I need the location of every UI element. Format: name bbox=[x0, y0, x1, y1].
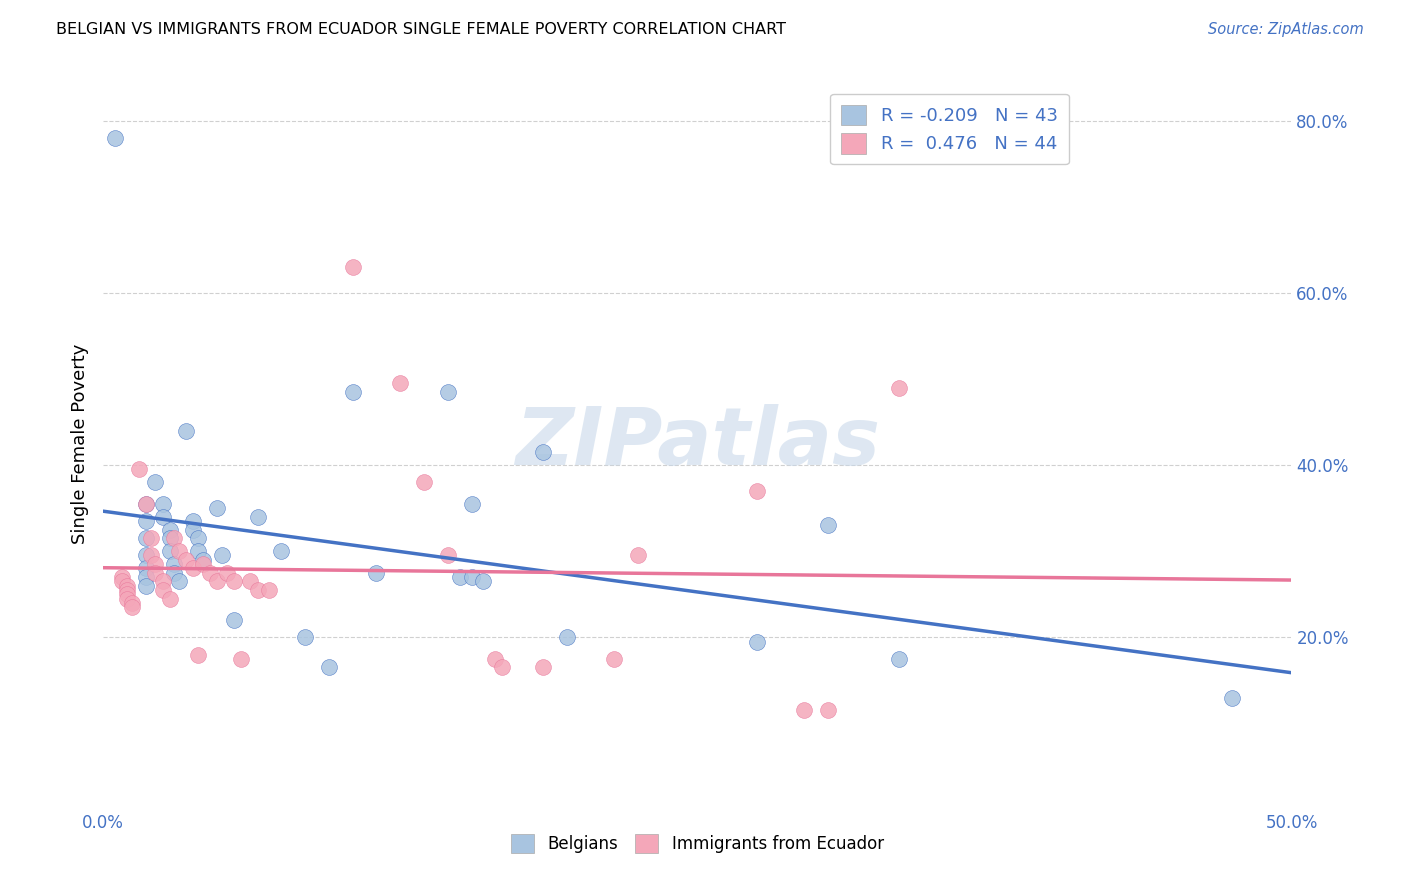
Point bbox=[104, 130, 127, 145]
Point bbox=[229, 652, 252, 666]
Point bbox=[460, 497, 482, 511]
Point bbox=[198, 566, 221, 580]
Point bbox=[817, 518, 839, 533]
Point bbox=[484, 652, 506, 666]
Point bbox=[159, 591, 181, 606]
Point bbox=[163, 531, 186, 545]
Point bbox=[205, 574, 228, 589]
Point bbox=[135, 497, 157, 511]
Point bbox=[603, 652, 626, 666]
Y-axis label: Single Female Poverty: Single Female Poverty bbox=[72, 343, 89, 544]
Point bbox=[135, 579, 157, 593]
Point bbox=[889, 652, 911, 666]
Point bbox=[183, 561, 205, 575]
Point bbox=[793, 704, 815, 718]
Point bbox=[152, 574, 174, 589]
Point bbox=[111, 570, 134, 584]
Point bbox=[139, 549, 162, 563]
Point bbox=[531, 445, 554, 459]
Text: ZIPatlas: ZIPatlas bbox=[515, 404, 880, 483]
Point bbox=[111, 574, 134, 589]
Point bbox=[163, 557, 186, 571]
Point bbox=[817, 704, 839, 718]
Point bbox=[745, 483, 768, 498]
Point bbox=[342, 384, 364, 399]
Point bbox=[205, 501, 228, 516]
Text: BELGIAN VS IMMIGRANTS FROM ECUADOR SINGLE FEMALE POVERTY CORRELATION CHART: BELGIAN VS IMMIGRANTS FROM ECUADOR SINGL… bbox=[56, 22, 786, 37]
Point bbox=[115, 587, 138, 601]
Point bbox=[366, 566, 388, 580]
Point bbox=[222, 613, 245, 627]
Point bbox=[215, 566, 238, 580]
Point bbox=[135, 514, 157, 528]
Point bbox=[246, 582, 269, 597]
Point bbox=[472, 574, 495, 589]
Point bbox=[246, 509, 269, 524]
Point bbox=[211, 549, 233, 563]
Point bbox=[176, 553, 198, 567]
Point bbox=[145, 566, 167, 580]
Point bbox=[436, 549, 458, 563]
Point bbox=[627, 549, 650, 563]
Point bbox=[318, 660, 340, 674]
Point bbox=[449, 570, 471, 584]
Point bbox=[152, 582, 174, 597]
Point bbox=[342, 260, 364, 274]
Point bbox=[389, 376, 412, 391]
Point bbox=[187, 531, 209, 545]
Legend: R = -0.209   N = 43, R =  0.476   N = 44: R = -0.209 N = 43, R = 0.476 N = 44 bbox=[830, 94, 1069, 164]
Point bbox=[159, 531, 181, 545]
Point bbox=[135, 531, 157, 545]
Point bbox=[191, 553, 214, 567]
Point bbox=[139, 531, 162, 545]
Point bbox=[115, 579, 138, 593]
Point bbox=[460, 570, 482, 584]
Point bbox=[889, 380, 911, 394]
Point bbox=[135, 561, 157, 575]
Point bbox=[135, 549, 157, 563]
Point bbox=[531, 660, 554, 674]
Point bbox=[135, 497, 157, 511]
Point bbox=[270, 544, 292, 558]
Point bbox=[239, 574, 262, 589]
Point bbox=[191, 557, 214, 571]
Point bbox=[183, 514, 205, 528]
Point bbox=[491, 660, 513, 674]
Point bbox=[163, 566, 186, 580]
Point bbox=[187, 544, 209, 558]
Point bbox=[121, 600, 143, 615]
Point bbox=[152, 509, 174, 524]
Point bbox=[145, 475, 167, 490]
Point bbox=[159, 544, 181, 558]
Point bbox=[413, 475, 436, 490]
Point bbox=[128, 462, 150, 476]
Point bbox=[121, 596, 143, 610]
Point bbox=[159, 523, 181, 537]
Text: Source: ZipAtlas.com: Source: ZipAtlas.com bbox=[1208, 22, 1364, 37]
Point bbox=[555, 630, 578, 644]
Point bbox=[294, 630, 316, 644]
Point bbox=[152, 497, 174, 511]
Point bbox=[259, 582, 281, 597]
Point bbox=[436, 384, 458, 399]
Point bbox=[167, 574, 190, 589]
Point bbox=[187, 648, 209, 662]
Point bbox=[183, 523, 205, 537]
Point bbox=[1220, 690, 1243, 705]
Point bbox=[167, 544, 190, 558]
Point bbox=[745, 634, 768, 648]
Point bbox=[135, 570, 157, 584]
Point bbox=[115, 582, 138, 597]
Point bbox=[176, 424, 198, 438]
Point bbox=[222, 574, 245, 589]
Point bbox=[145, 557, 167, 571]
Point bbox=[115, 591, 138, 606]
